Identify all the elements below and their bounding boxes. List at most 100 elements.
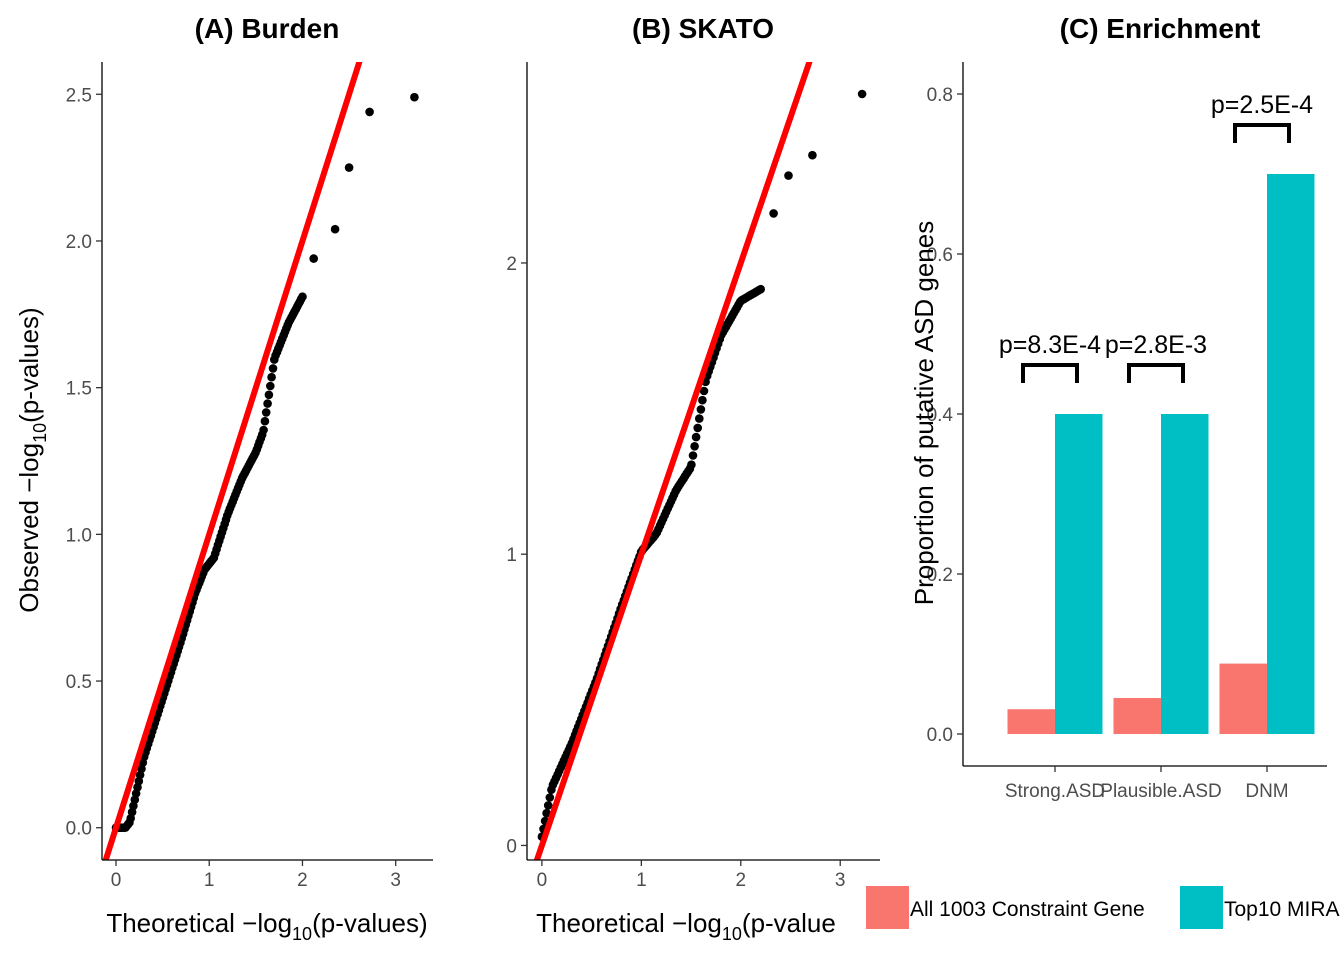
data-point xyxy=(260,416,270,426)
bar xyxy=(1219,663,1267,734)
x-tick-label: DNM xyxy=(1245,781,1288,802)
data-point xyxy=(330,224,340,234)
x-tick-label: 1 xyxy=(204,870,215,891)
data-point xyxy=(696,405,706,414)
y-tick-label: 1 xyxy=(506,545,517,566)
legend-key xyxy=(1180,886,1223,929)
panel-title: (A) Burden xyxy=(195,13,340,44)
data-points xyxy=(111,92,419,832)
data-point xyxy=(309,254,319,263)
legend-key xyxy=(866,886,909,929)
y-tick-label: 2.5 xyxy=(66,85,92,106)
x-tick-label: 1 xyxy=(636,870,647,891)
x-tick-label: 0 xyxy=(111,870,122,891)
data-point xyxy=(698,395,707,405)
data-point xyxy=(344,163,354,172)
data-point xyxy=(264,390,274,400)
bar xyxy=(1267,174,1315,734)
x-tick-label: 2 xyxy=(735,870,746,891)
data-point xyxy=(688,451,698,460)
y-axis-label-prefix: Observed −log xyxy=(14,443,44,613)
x-axis-label-subscript: 10 xyxy=(722,924,742,944)
data-point xyxy=(756,284,765,294)
plot-area: 0 1 2 3 0.0 0.5 1.0 1.5 2.0 2.5 xyxy=(66,62,433,891)
x-axis-label-suffix: (p-values) xyxy=(312,908,428,938)
x-axis-label-prefix: Theoretical −log xyxy=(536,908,722,938)
x-tick-label: Strong.ASD xyxy=(1005,781,1105,802)
y-tick-label: 1.5 xyxy=(66,379,92,400)
x-axis-label-suffix: (p-value xyxy=(742,908,836,938)
plot-area: p=8.3E-4 p=2.8E-3 p=2.5E-4 0.0 0.2 0.4 0.6 0.8 S… xyxy=(927,62,1327,802)
x-axis-label: Theoretical −log10(p-value xyxy=(536,908,836,944)
bar xyxy=(1007,709,1055,734)
x-tick-label: 0 xyxy=(537,870,548,891)
y-tick-label: 0.8 xyxy=(927,85,953,106)
legend: All 1003 Constraint Gene Top10 MIRA xyxy=(866,886,1340,929)
bar xyxy=(1055,414,1103,734)
p-value-label: p=8.3E-4 xyxy=(999,331,1101,359)
panel-title: (C) Enrichment xyxy=(1060,13,1261,44)
bar xyxy=(1161,414,1209,734)
data-point xyxy=(267,372,276,382)
y-tick-label: 2.0 xyxy=(66,232,92,253)
y-axis-label-suffix: (p-values) xyxy=(14,307,44,423)
p-value-label: p=2.8E-3 xyxy=(1105,331,1207,359)
reference-line xyxy=(533,62,813,860)
x-axis-label: Theoretical −log10(p-values) xyxy=(106,908,427,944)
data-point xyxy=(261,408,271,417)
y-tick-label: 0.4 xyxy=(927,405,954,426)
data-point xyxy=(784,171,793,180)
x-tick-label: 3 xyxy=(835,870,846,891)
data-point xyxy=(268,364,278,373)
data-point xyxy=(699,386,709,396)
panel-enrichment: (C) Enrichment p=8.3E-4 p=2.8E-3 p=2.5E-4 0… xyxy=(866,13,1340,929)
legend-label: All 1003 Constraint Gene xyxy=(910,898,1145,921)
significance-bracket xyxy=(1021,363,1079,383)
plot-area: 0 1 2 3 0 1 2 xyxy=(506,62,880,891)
data-point xyxy=(695,414,704,423)
data-point xyxy=(769,209,778,218)
y-tick-label: 0.0 xyxy=(66,819,92,840)
panel-title: (B) SKATO xyxy=(632,13,774,44)
panel-burden: (A) Burden 0 1 2 3 0.0 0.5 1.0 1.5 2.0 2.5 Theore… xyxy=(14,13,433,944)
y-tick-label: 0.6 xyxy=(927,245,953,266)
y-tick-label: 0.2 xyxy=(927,565,953,586)
data-point xyxy=(545,793,555,802)
legend-label: Top10 MIRA xyxy=(1224,898,1340,921)
data-point xyxy=(808,150,817,160)
x-tick-label: 2 xyxy=(297,870,308,891)
y-axis-label-subscript: 10 xyxy=(30,423,50,443)
y-tick-label: 1.0 xyxy=(66,525,92,546)
y-axis-label: Observed −log10(p-values) xyxy=(14,307,50,612)
x-axis-label-prefix: Theoretical −log xyxy=(106,908,292,938)
y-axis-label: Proportion of putative ASD genes xyxy=(909,221,939,605)
panel-skato: (B) SKATO 0 1 2 3 0 1 2 Theoretical −log10(p-v… xyxy=(506,13,880,944)
data-point xyxy=(693,423,702,433)
y-tick-label: 0 xyxy=(506,836,517,857)
data-point xyxy=(259,425,268,435)
data-point xyxy=(543,801,553,810)
data-point xyxy=(691,432,701,442)
x-axis-label-subscript: 10 xyxy=(292,924,312,944)
data-point xyxy=(690,442,699,451)
significance-bracket xyxy=(1127,363,1185,383)
data-point xyxy=(687,460,696,470)
x-tick-label: 3 xyxy=(390,870,401,891)
data-point xyxy=(365,107,374,117)
data-point xyxy=(298,292,307,302)
p-value-label: p=2.5E-4 xyxy=(1211,91,1313,119)
data-point xyxy=(266,381,275,391)
data-point xyxy=(410,92,419,102)
y-tick-label: 0.0 xyxy=(927,725,953,746)
data-point xyxy=(542,808,551,818)
x-tick-label: Plausible.ASD xyxy=(1100,781,1221,802)
data-point xyxy=(857,89,867,99)
bar xyxy=(1113,698,1161,734)
significance-bracket xyxy=(1233,123,1291,143)
reference-line xyxy=(102,62,363,860)
data-point xyxy=(263,399,272,408)
y-tick-label: 2 xyxy=(506,254,517,275)
y-tick-label: 0.5 xyxy=(66,672,92,693)
